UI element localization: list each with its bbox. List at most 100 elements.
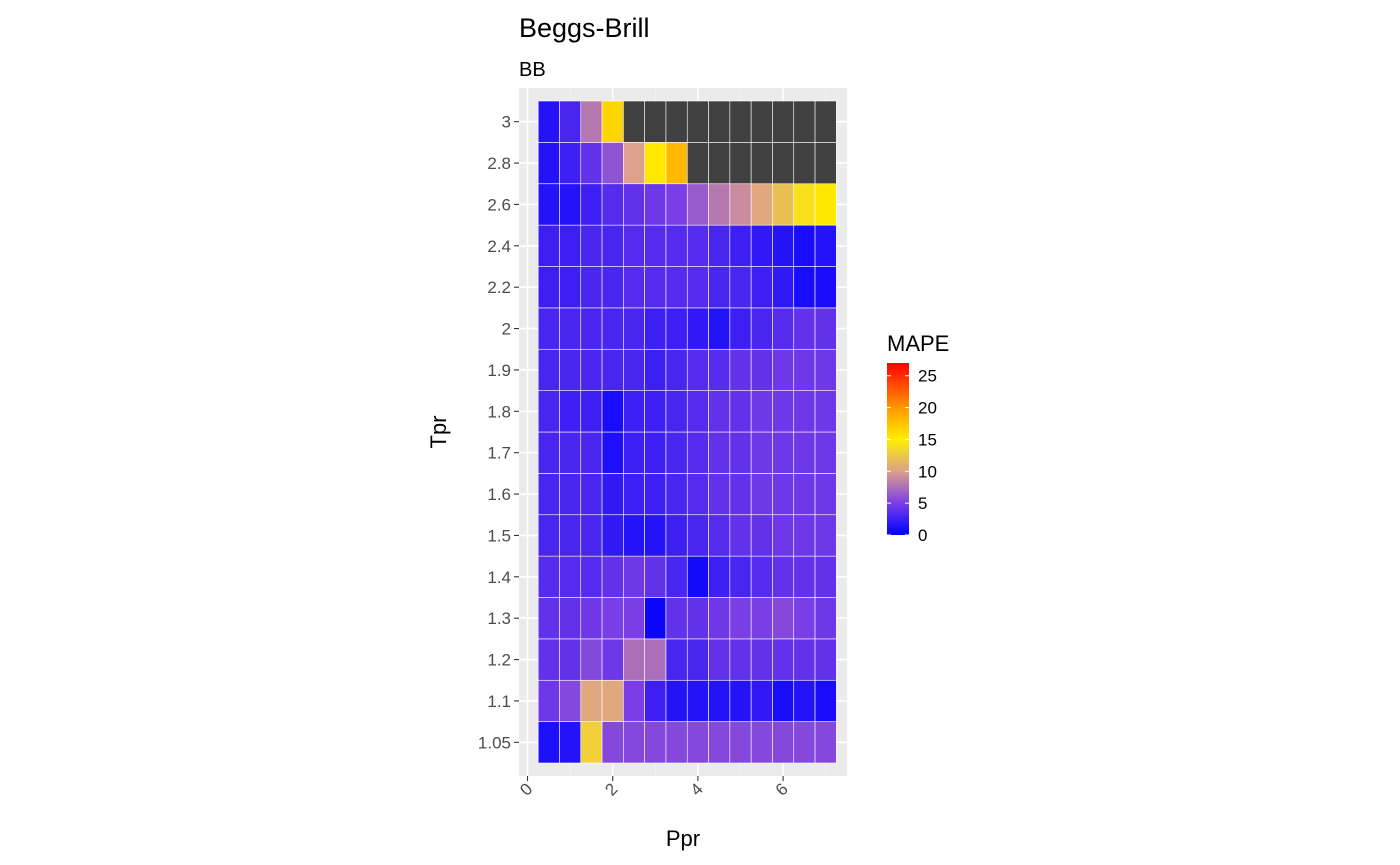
heatmap-cell — [644, 266, 667, 309]
heatmap-cell — [623, 183, 645, 226]
heatmap-cell — [772, 100, 795, 143]
heatmap-cell — [623, 142, 645, 185]
heatmap-cell — [559, 597, 582, 640]
heatmap-cell — [772, 638, 795, 681]
y-tick-label: 1.1 — [487, 692, 511, 711]
heatmap-cell — [601, 473, 624, 516]
heatmap-cell — [686, 100, 709, 143]
y-tick-label: 1.8 — [487, 402, 511, 421]
heatmap-cell — [772, 390, 795, 433]
heatmap-cell — [729, 473, 752, 516]
heatmap-cell — [601, 183, 624, 226]
heatmap-cell — [729, 638, 752, 681]
y-tick-label: 2.2 — [487, 278, 511, 297]
heatmap-cell — [686, 390, 709, 433]
heatmap-cell — [559, 679, 582, 722]
heatmap-cell — [601, 431, 624, 474]
heatmap-cell — [580, 514, 603, 557]
heatmap-cell — [708, 348, 731, 391]
heatmap-cell — [601, 224, 624, 267]
chart-subtitle: BB — [519, 59, 546, 81]
heatmap-cell — [729, 679, 752, 722]
y-tick-label: 2.6 — [487, 195, 511, 214]
heatmap-cell — [793, 431, 816, 474]
heatmap-cell — [644, 473, 667, 516]
heatmap-cell — [686, 224, 709, 267]
heatmap-cell — [623, 638, 645, 681]
heatmap-cell — [793, 597, 816, 640]
heatmap-cell — [580, 100, 603, 143]
heatmap-cell — [686, 473, 709, 516]
heatmap-cell — [708, 679, 731, 722]
x-tick-label: 0 — [516, 779, 536, 799]
heatmap-cell — [665, 597, 688, 640]
heatmap-cell — [686, 638, 709, 681]
heatmap-cell — [601, 555, 624, 598]
heatmap-cell — [750, 266, 773, 309]
heatmap-cell — [644, 348, 667, 391]
heatmap-cell — [793, 100, 816, 143]
heatmap-cell — [559, 100, 582, 143]
chart-title: Beggs-Brill — [519, 13, 650, 43]
heatmap-cell — [686, 183, 709, 226]
heatmap-cell — [793, 555, 816, 598]
y-tick-label: 2 — [502, 320, 511, 339]
heatmap-cell — [601, 514, 624, 557]
heatmap-cell — [814, 266, 837, 309]
heatmap-cell — [814, 638, 837, 681]
heatmap-cell — [623, 266, 645, 309]
heatmap-cell — [623, 555, 645, 598]
heatmap-cell — [793, 514, 816, 557]
heatmap-cell — [814, 224, 837, 267]
heatmap-cell — [814, 721, 837, 764]
heatmap-cell — [750, 555, 773, 598]
heatmap-cell — [772, 431, 795, 474]
heatmap-cell — [644, 390, 667, 433]
heatmap-cell — [814, 142, 837, 185]
heatmap-cell — [665, 555, 688, 598]
heatmap-cell — [623, 390, 645, 433]
heatmap-cell — [686, 721, 709, 764]
heatmap-cell — [729, 390, 752, 433]
heatmap-cell — [750, 679, 773, 722]
heatmap-cell — [729, 307, 752, 350]
heatmap-cell — [686, 348, 709, 391]
heatmap-cell — [708, 100, 731, 143]
heatmap-cell — [772, 266, 795, 309]
heatmap-cell — [537, 638, 560, 681]
heatmap-cell — [708, 142, 731, 185]
heatmap-cell — [708, 555, 731, 598]
heatmap-cell — [623, 473, 645, 516]
heatmap-cell — [686, 142, 709, 185]
heatmap-cell — [708, 307, 731, 350]
heatmap-cell — [559, 266, 582, 309]
heatmap-cell — [665, 431, 688, 474]
heatmap-cell — [686, 597, 709, 640]
heatmap-cell — [750, 431, 773, 474]
heatmap-cell — [793, 679, 816, 722]
heatmap-cell — [793, 183, 816, 226]
heatmap-cell — [665, 514, 688, 557]
heatmap-tiles — [537, 100, 837, 764]
heatmap-cell — [665, 224, 688, 267]
heatmap-cell — [814, 555, 837, 598]
heatmap-cell — [814, 431, 837, 474]
heatmap-cell — [772, 183, 795, 226]
heatmap-cell — [537, 721, 560, 764]
heatmap-cell — [601, 142, 624, 185]
heatmap-cell — [644, 638, 667, 681]
heatmap-cell — [559, 431, 582, 474]
heatmap-cell — [750, 473, 773, 516]
heatmap-cell — [623, 100, 645, 143]
legend-label: 0 — [918, 526, 927, 545]
heatmap-cell — [814, 514, 837, 557]
heatmap-cell — [559, 555, 582, 598]
heatmap-cell — [537, 514, 560, 557]
heatmap-cell — [750, 638, 773, 681]
heatmap-cell — [708, 390, 731, 433]
heatmap-cell — [665, 721, 688, 764]
y-tick-label: 1.6 — [487, 485, 511, 504]
heatmap-cell — [580, 348, 603, 391]
heatmap-cell — [601, 266, 624, 309]
heatmap-cell — [729, 224, 752, 267]
